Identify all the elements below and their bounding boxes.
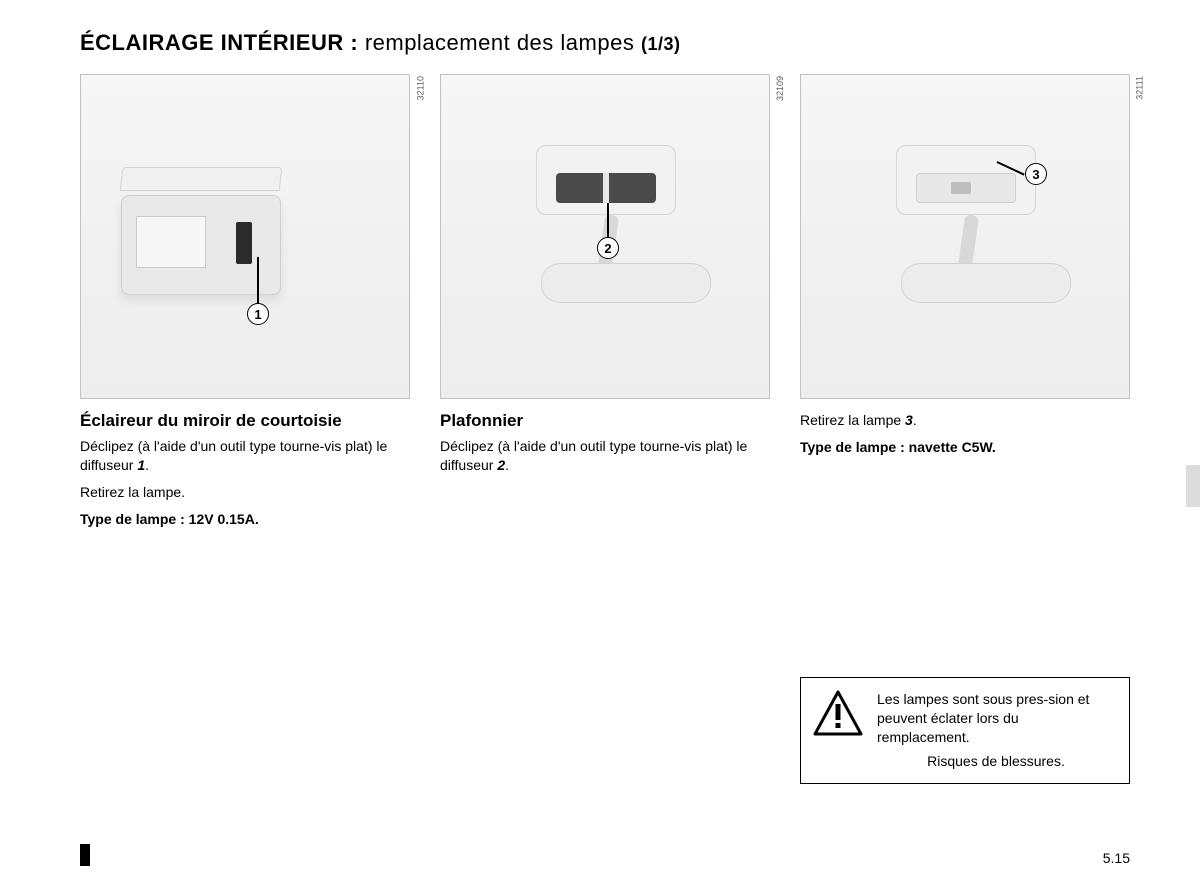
col3-p1: Retirez la lampe 3. bbox=[800, 411, 1130, 430]
col3-p1a: Retirez la lampe bbox=[800, 412, 905, 428]
leader-line-1 bbox=[257, 257, 259, 305]
visor-flap bbox=[120, 167, 283, 191]
figure-1: 1 bbox=[80, 74, 410, 399]
festoon-lamp bbox=[951, 182, 971, 194]
col1-p1b: . bbox=[145, 457, 149, 473]
callout-1: 1 bbox=[247, 303, 269, 325]
column-1: 32110 1 Éclaireur du miroir de courtoisi… bbox=[80, 74, 410, 784]
dome-light-split bbox=[603, 173, 609, 203]
col2-p1b: . bbox=[505, 457, 509, 473]
col2-p1a: Déclipez (à l'aide d'un outil type tourn… bbox=[440, 438, 747, 473]
rearview-mirror-3 bbox=[901, 263, 1071, 303]
page-number: 5.15 bbox=[1103, 850, 1130, 866]
title-main: ÉCLAIRAGE INTÉRIEUR : bbox=[80, 30, 358, 55]
warning-line1: Les lampes sont sous pres-sion et peuven… bbox=[877, 690, 1115, 747]
leader-line-2 bbox=[607, 203, 609, 239]
col1-bold: Type de lampe : 12V 0.15A. bbox=[80, 510, 410, 529]
side-tab bbox=[1186, 465, 1200, 507]
figure-2: 2 bbox=[440, 74, 770, 399]
col1-heading: Éclaireur du miroir de courtoisie bbox=[80, 411, 410, 431]
col2-heading: Plafonnier bbox=[440, 411, 770, 431]
col3-p1ref: 3 bbox=[905, 412, 913, 428]
callout-2-label: 2 bbox=[604, 241, 611, 256]
warning-box: Les lampes sont sous pres-sion et peuven… bbox=[800, 677, 1130, 785]
col3-bold: Type de lampe : navette C5W. bbox=[800, 438, 1130, 457]
figure-2-id: 32109 bbox=[775, 76, 785, 101]
figure-3-wrap: 32111 3 bbox=[800, 74, 1130, 399]
figure-3-id: 32111 bbox=[1135, 76, 1145, 100]
page-title: ÉCLAIRAGE INTÉRIEUR : remplacement des l… bbox=[80, 30, 1130, 56]
column-2: 32109 2 Plafonnier Déclipez (à l'aide d'… bbox=[440, 74, 770, 784]
figure-2-wrap: 32109 2 bbox=[440, 74, 770, 399]
col1-p1a: Déclipez (à l'aide d'un outil type tourn… bbox=[80, 438, 387, 473]
foot-mark bbox=[80, 844, 90, 866]
figure-1-wrap: 32110 1 bbox=[80, 74, 410, 399]
col2-p1: Déclipez (à l'aide d'un outil type tourn… bbox=[440, 437, 770, 475]
figure-1-id: 32110 bbox=[415, 76, 425, 100]
warning-line2: Risques de blessures. bbox=[877, 752, 1115, 771]
callout-3: 3 bbox=[1025, 163, 1047, 185]
col1-p1: Déclipez (à l'aide d'un outil type tourn… bbox=[80, 437, 410, 475]
figure-3: 3 bbox=[800, 74, 1130, 399]
callout-1-label: 1 bbox=[254, 307, 261, 322]
callout-3-label: 3 bbox=[1032, 167, 1039, 182]
warning-text: Les lampes sont sous pres-sion et peuven… bbox=[877, 690, 1115, 772]
rearview-mirror bbox=[541, 263, 711, 303]
visor-light-lens bbox=[236, 222, 252, 264]
visor-mirror bbox=[136, 216, 206, 268]
columns-container: 32110 1 Éclaireur du miroir de courtoisi… bbox=[80, 74, 1130, 784]
title-sub: remplacement des lampes bbox=[365, 30, 635, 55]
callout-2: 2 bbox=[597, 237, 619, 259]
col3-p1b: . bbox=[913, 412, 917, 428]
col1-p1ref: 1 bbox=[137, 457, 145, 473]
warning-icon bbox=[813, 690, 863, 736]
col1-p2: Retirez la lampe. bbox=[80, 483, 410, 502]
title-fraction: (1/3) bbox=[641, 34, 681, 54]
col2-p1ref: 2 bbox=[497, 457, 505, 473]
column-3: 32111 3 Retirez la lampe 3. Type de lamp… bbox=[800, 74, 1130, 784]
